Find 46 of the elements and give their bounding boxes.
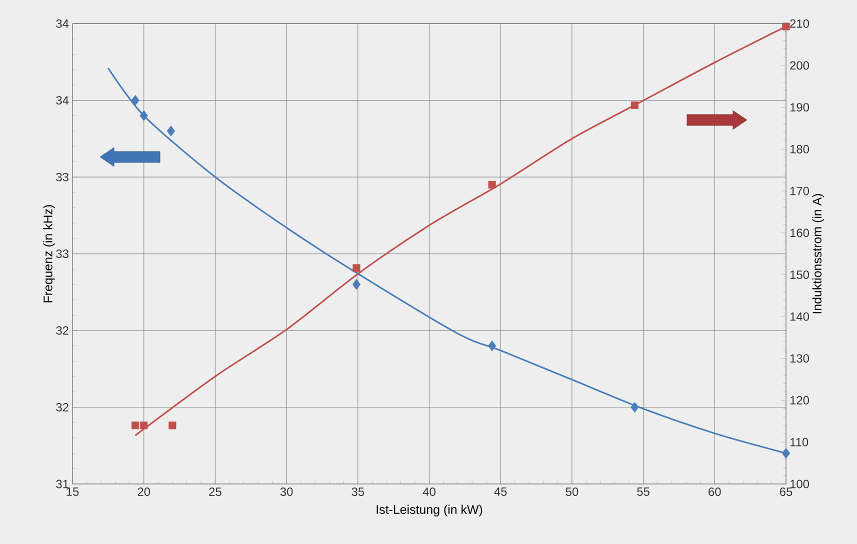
point — [140, 110, 148, 122]
y2-tick-label: 180 — [790, 144, 810, 154]
y2-tick-label: 100 — [790, 480, 810, 488]
x-tick-label: 50 — [566, 488, 578, 496]
x-tick-label: 55 — [637, 488, 650, 496]
point — [166, 126, 176, 136]
y2-tick-label: 130 — [790, 354, 810, 363]
point — [352, 279, 361, 290]
x-tick-label: 15 — [66, 488, 79, 496]
x-tick-label: 40 — [422, 488, 436, 496]
point — [140, 422, 148, 430]
x-tick-label: 35 — [352, 488, 364, 496]
x-tick-label: 60 — [708, 488, 721, 496]
y2-tick-label: 120 — [790, 396, 810, 404]
point — [782, 22, 790, 30]
y-axis-title: Frequenz (in kHz) — [43, 205, 55, 302]
y-tick-label: 32 — [56, 403, 68, 412]
y-tick-label: 32 — [56, 326, 68, 335]
x-tick-label: 20 — [138, 488, 150, 496]
point — [630, 101, 639, 109]
x-tick-label: 45 — [494, 488, 507, 496]
y2-axis-title: Induktionsstrom (in A) — [812, 194, 824, 314]
y2-tick-label: 110 — [790, 438, 808, 446]
x-tick-label: 30 — [280, 488, 293, 496]
x-tick-label: 25 — [209, 488, 222, 496]
point — [168, 422, 176, 430]
point — [488, 340, 496, 352]
y-tick-label: 34 — [56, 96, 69, 105]
y-tick-label: 33 — [56, 250, 68, 258]
y2-tick-label: 170 — [790, 186, 810, 196]
y-tick-label: 33 — [56, 172, 68, 182]
y2-tick-label: 150 — [790, 270, 810, 279]
point — [488, 180, 496, 189]
y2-tick-label: 190 — [790, 103, 810, 112]
x-axis-title: Ist-Leistung (in kW) — [376, 504, 482, 516]
point — [352, 264, 360, 272]
y2-tick-label: 160 — [790, 228, 810, 238]
point — [630, 402, 639, 413]
y2-tick-label: 200 — [790, 61, 810, 70]
y-tick-label: 31 — [56, 480, 68, 488]
x-tick-label: 65 — [780, 488, 792, 496]
point — [131, 94, 140, 106]
y-tick-label: 34 — [56, 19, 69, 28]
y2-tick-label: 140 — [790, 312, 810, 321]
y2-tick-label: 210 — [790, 19, 810, 28]
point — [132, 422, 140, 430]
